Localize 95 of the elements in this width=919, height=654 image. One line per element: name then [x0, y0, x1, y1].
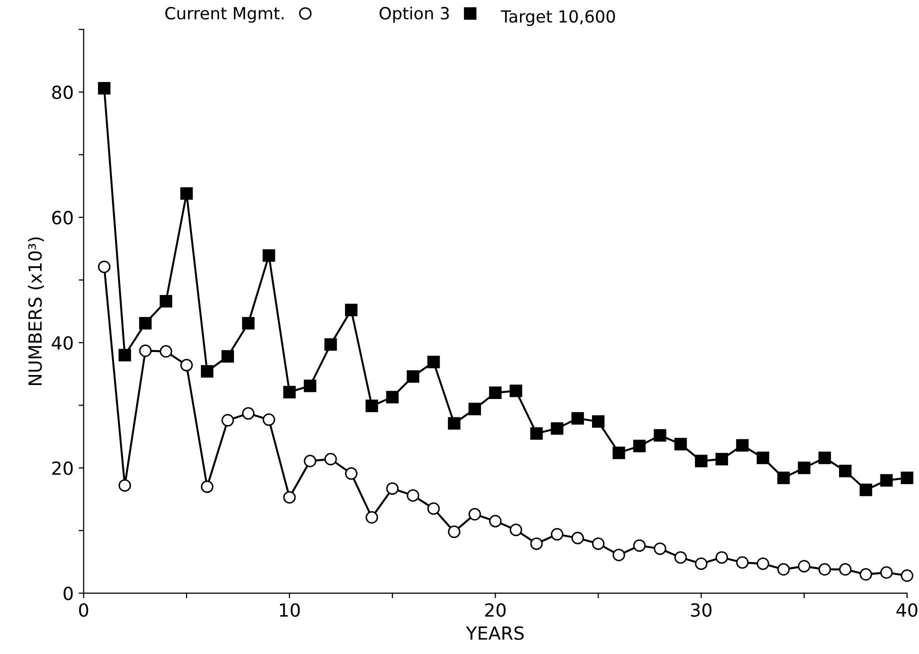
point [530, 537, 543, 550]
point [366, 511, 378, 524]
point [324, 338, 337, 351]
point [633, 539, 646, 552]
point [200, 365, 214, 378]
point [839, 563, 852, 576]
point [694, 557, 708, 570]
point [427, 356, 440, 368]
point [860, 484, 872, 496]
point [798, 560, 810, 572]
point [880, 566, 893, 579]
point [242, 316, 255, 330]
point [633, 440, 646, 452]
point [818, 452, 831, 464]
point [530, 427, 543, 440]
point [262, 249, 276, 262]
point [592, 537, 605, 550]
point [860, 568, 872, 581]
y-tick-label: 20 [52, 461, 73, 476]
point [448, 526, 460, 538]
x-tick-label: 30 [691, 603, 712, 617]
point [406, 489, 420, 502]
point [304, 454, 316, 468]
point [262, 413, 276, 426]
point [200, 480, 214, 493]
point [283, 386, 296, 398]
point [839, 464, 852, 478]
point [756, 557, 770, 570]
point [180, 358, 193, 372]
point [304, 380, 316, 392]
point [716, 551, 728, 564]
point [160, 295, 172, 308]
point [344, 467, 358, 480]
point [448, 417, 460, 430]
point [612, 548, 626, 562]
point [160, 345, 172, 358]
point [736, 439, 749, 452]
point [550, 422, 564, 435]
point [900, 472, 914, 484]
point [468, 402, 482, 416]
point [489, 514, 502, 528]
point [242, 407, 255, 420]
point [324, 452, 337, 466]
legend-label: Current Mgmt. [165, 6, 284, 23]
y-axis-title: NUMBERS (x10³) [28, 237, 44, 385]
x-tick-label: 0 [79, 603, 88, 617]
point [221, 350, 234, 363]
point [592, 415, 605, 428]
point [366, 400, 378, 412]
point [880, 474, 893, 487]
point [98, 260, 110, 274]
point [571, 532, 584, 544]
point [674, 551, 687, 564]
point [180, 187, 193, 200]
point [612, 446, 626, 460]
text: Target 10,600 [500, 10, 615, 26]
point [221, 414, 234, 427]
point [139, 344, 152, 358]
point [674, 438, 687, 450]
point [900, 569, 914, 582]
point [344, 304, 358, 316]
point [386, 482, 399, 495]
point [550, 528, 564, 541]
point [777, 472, 790, 484]
point [406, 370, 420, 383]
x-tick-label: 10 [280, 603, 300, 617]
point [654, 542, 666, 555]
point [118, 348, 132, 362]
x-tick-label: 40 [896, 603, 918, 617]
point [489, 386, 502, 399]
point [510, 524, 522, 536]
x-tick-label: 20 [485, 603, 506, 617]
y-tick-label: 0 [64, 586, 73, 600]
point [510, 384, 522, 398]
point [571, 412, 584, 425]
point [736, 556, 749, 569]
point [98, 82, 110, 95]
point [427, 502, 440, 515]
x-axis-title: YEARS [466, 626, 524, 640]
point [468, 508, 482, 521]
legend-label: Option 3 [380, 6, 449, 23]
point [283, 491, 296, 504]
point [716, 452, 728, 466]
point [139, 316, 152, 330]
point [818, 563, 831, 576]
y-tick-label: 80 [52, 86, 73, 100]
point [654, 429, 666, 442]
point [756, 452, 770, 464]
point [118, 479, 132, 492]
point [777, 563, 790, 576]
point [694, 454, 708, 468]
point [798, 462, 810, 474]
y-tick-label: 40 [52, 336, 73, 350]
point [386, 390, 399, 404]
y-tick-label: 60 [52, 210, 73, 224]
